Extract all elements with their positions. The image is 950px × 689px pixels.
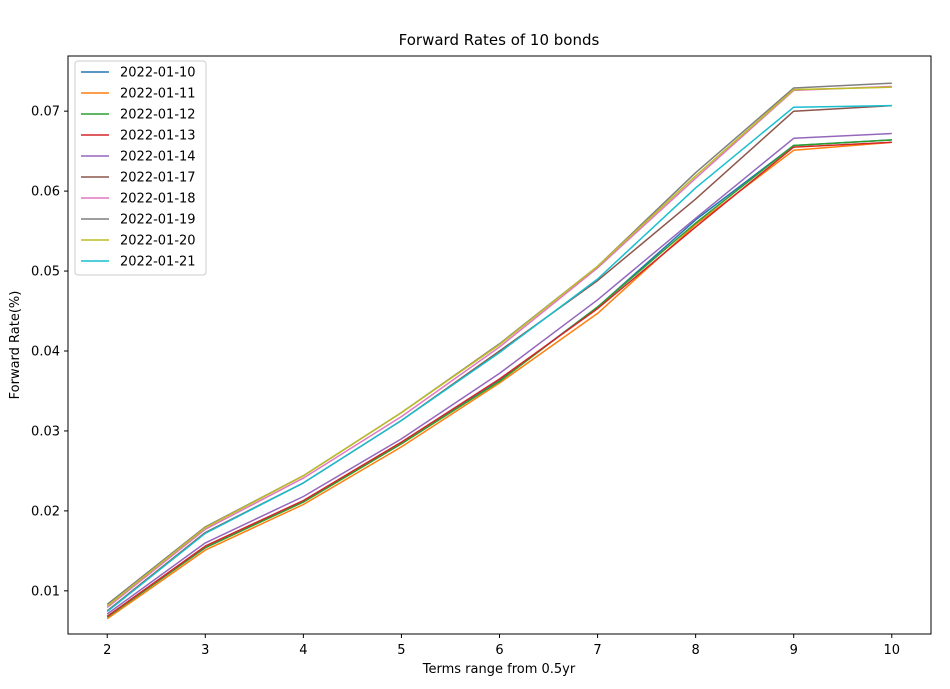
x-tick-label: 2 (103, 643, 111, 658)
y-tick-label: 0.01 (31, 584, 60, 599)
x-tick-label: 6 (495, 643, 503, 658)
x-tick-label: 4 (299, 643, 307, 658)
y-axis-label: Forward Rate(%) (8, 291, 23, 400)
legend-label: 2022-01-17 (120, 171, 196, 186)
plot-area (106, 82, 892, 620)
x-tick-label: 7 (593, 643, 601, 658)
y-tick-label: 0.05 (31, 265, 60, 280)
legend-label: 2022-01-14 (120, 150, 196, 165)
legend-label: 2022-01-19 (120, 213, 196, 228)
x-tick-label: 5 (397, 643, 405, 658)
y-tick-label: 0.03 (31, 424, 60, 439)
legend: 2022-01-10 2022-01-11 2022-01-12 2022-01-13… (74, 60, 207, 276)
x-tick-label: 9 (790, 643, 798, 658)
x-axis-label: Terms range from 0.5yr (422, 662, 576, 677)
x-tick-label: 3 (201, 643, 209, 658)
y-tick-label: 0.04 (31, 344, 60, 359)
series-line-4 (106, 132, 892, 615)
y-tick-label: 0.07 (31, 105, 60, 120)
series-line-8 (106, 86, 892, 607)
series-line-3 (106, 141, 892, 618)
series-line-2 (106, 139, 892, 618)
legend-label: 2022-01-21 (120, 255, 196, 270)
y-tick-label: 0.02 (31, 504, 60, 519)
series-line-5 (106, 104, 892, 612)
y-tick-label: 0.06 (31, 185, 60, 200)
x-axis: 2 3 4 5 6 7 8 9 10 (103, 634, 900, 658)
legend-label: 2022-01-11 (120, 87, 196, 102)
series-line-1 (106, 141, 892, 620)
legend-label: 2022-01-12 (120, 108, 196, 123)
x-tick-label: 8 (691, 643, 699, 658)
series-line-9 (106, 104, 892, 613)
chart-title: Forward Rates of 10 bonds (399, 31, 600, 49)
series-line-6 (106, 85, 892, 609)
x-tick-label: 10 (883, 643, 900, 658)
legend-label: 2022-01-20 (120, 234, 196, 249)
y-axis: 0.01 0.02 0.03 0.04 0.05 0.06 0.07 (31, 105, 68, 599)
legend-label: 2022-01-10 (120, 66, 196, 81)
legend-label: 2022-01-13 (120, 129, 196, 144)
legend-label: 2022-01-18 (120, 192, 196, 207)
